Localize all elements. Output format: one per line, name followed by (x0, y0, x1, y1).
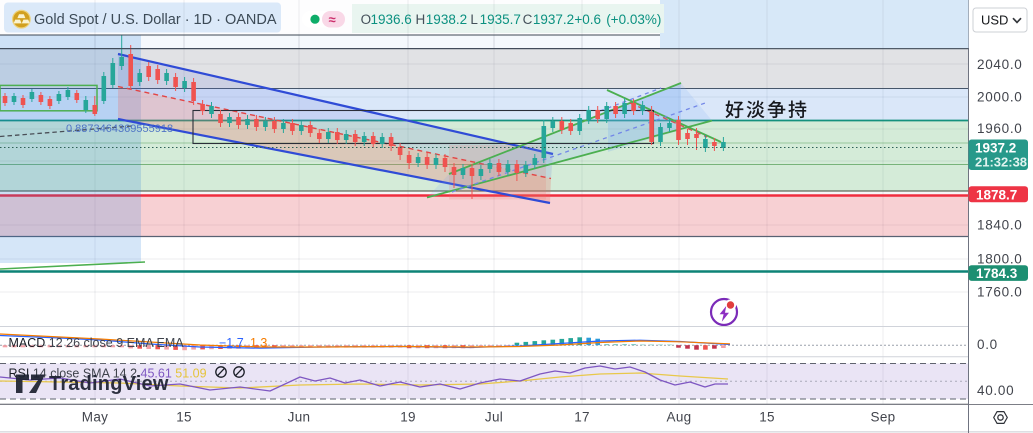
svg-text:H: H (416, 12, 426, 27)
svg-text:1784.3: 1784.3 (976, 266, 1018, 281)
svg-text:TradingView: TradingView (49, 373, 169, 395)
svg-text:May: May (82, 410, 108, 425)
svg-text:40.00: 40.00 (977, 383, 1014, 398)
svg-text:O: O (361, 12, 372, 27)
svg-text:−1.7: −1.7 (219, 336, 244, 350)
svg-text:1938.2: 1938.2 (426, 12, 467, 27)
svg-text:Gold Spot / U.S. Dollar · 1D ·: Gold Spot / U.S. Dollar · 1D · OANDA (34, 12, 277, 28)
svg-text:1878.7: 1878.7 (976, 187, 1017, 202)
svg-text:17: 17 (574, 410, 590, 425)
svg-text:2000.0: 2000.0 (977, 89, 1023, 104)
svg-text:0.8873464369555918: 0.8873464369555918 (66, 123, 173, 135)
svg-text:Jun: Jun (288, 410, 311, 425)
svg-text:1937.2: 1937.2 (533, 12, 574, 27)
svg-text:21:32:38: 21:32:38 (975, 155, 1027, 170)
svg-text:MACD 12 26 close 9 EMA EMA: MACD 12 26 close 9 EMA EMA (9, 336, 185, 350)
svg-text:Jul: Jul (485, 410, 503, 425)
svg-text:1.3: 1.3 (250, 336, 267, 350)
svg-text:1960.0: 1960.0 (977, 121, 1023, 136)
svg-text:0.0: 0.0 (977, 337, 998, 352)
svg-text:≈: ≈ (329, 12, 336, 27)
svg-text:19: 19 (400, 410, 416, 425)
svg-text:15: 15 (176, 410, 192, 425)
svg-text:1800.0: 1800.0 (977, 252, 1023, 267)
svg-text:1936.6: 1936.6 (371, 12, 412, 27)
svg-text:C: C (523, 12, 533, 27)
svg-text:(+0.03%): (+0.03%) (606, 12, 661, 27)
svg-text:Aug: Aug (667, 410, 692, 425)
svg-text:+0.6: +0.6 (574, 12, 601, 27)
svg-text:2040.0: 2040.0 (977, 57, 1023, 72)
svg-text:L: L (470, 12, 478, 27)
svg-text:1937.2: 1937.2 (975, 141, 1016, 156)
svg-text:1935.7: 1935.7 (480, 12, 521, 27)
svg-text:RSI 14 close SMA 14 2 45.61 51: RSI 14 close SMA 14 2 45.61 51.09 (9, 367, 207, 381)
svg-text:1760.0: 1760.0 (977, 285, 1023, 300)
svg-text:15: 15 (759, 410, 775, 425)
svg-text:1840.0: 1840.0 (977, 218, 1023, 233)
svg-text:USD: USD (981, 13, 1008, 28)
svg-text:Sep: Sep (871, 410, 896, 425)
